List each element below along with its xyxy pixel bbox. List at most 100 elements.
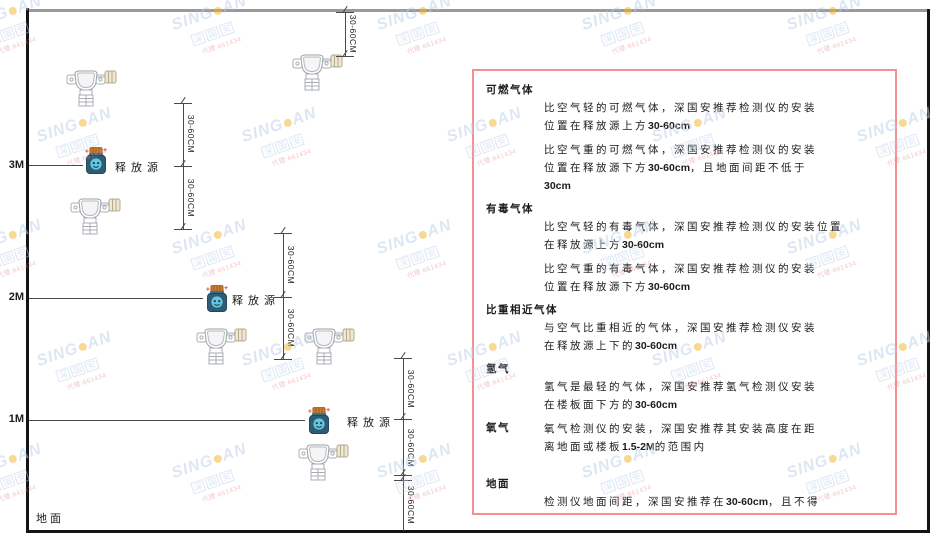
dimension-tick	[174, 103, 192, 104]
watermark-cjk: 深国安	[54, 347, 121, 385]
watermark-contact: 代理:661434	[201, 483, 243, 504]
watermark-contact: 代理:661434	[201, 259, 243, 280]
dimension-tick	[394, 480, 412, 481]
watermark-contact: 代理:661434	[816, 35, 858, 56]
watermark-brand: SING AN	[169, 216, 249, 259]
watermark-cjk: 深国安	[394, 235, 461, 273]
dimension-label: 30-60CM	[406, 428, 416, 468]
leader-line-3m	[29, 165, 83, 166]
section-paragraph: 氢气是最轻的气体，深国安推荐氢气检测仪安装 在楼板面下方的30-60cm	[544, 381, 817, 411]
release-source-icon-1m	[306, 407, 332, 435]
dimension-tick	[394, 358, 412, 359]
section-body: 比空气轻的可燃气体，深国安推荐检测仪的安装 位置在释放源上方30-60cm 比空气重…	[486, 99, 883, 195]
gas-detector-icon	[70, 196, 122, 238]
dimension-tick	[336, 56, 354, 57]
watermark-contact: 代理:661434	[406, 259, 448, 280]
section-body: 比空气轻的有毒气体，深国安推荐检测仪的安装位置 在释放源上方30-60cm 比空气重…	[486, 218, 883, 296]
watermark-dot-icon	[77, 341, 88, 352]
height-label-2m: 2M	[8, 291, 24, 303]
dimension-tick	[274, 297, 292, 298]
release-source-label: 释放源	[232, 295, 280, 307]
watermark-brand: SING AN	[34, 328, 114, 371]
watermark-dot-icon	[77, 117, 88, 128]
watermark-dot-icon	[282, 117, 293, 128]
dimension-line	[403, 358, 404, 531]
dimension-label: 30-60CM	[186, 178, 196, 218]
dimension-tick	[174, 229, 192, 230]
dimension-label: 30-60CM	[406, 485, 416, 525]
watermark-contact: 代理:661434	[611, 35, 653, 56]
section-heading: 氢气	[486, 363, 510, 375]
release-source-label: 释放源	[347, 417, 395, 429]
watermark-contact: 代理:661434	[66, 371, 108, 392]
watermark-cjk: 深国安	[189, 235, 256, 273]
gas-detector-icon	[66, 68, 118, 110]
section-heading: 地面	[486, 478, 510, 490]
ceiling-line	[27, 9, 930, 12]
height-label-1m: 1M	[8, 413, 24, 425]
watermark-brand: SING AN	[0, 216, 44, 259]
watermark-dot-icon	[212, 229, 223, 240]
ground-line	[26, 530, 930, 533]
panel-section: 可燃气体 比空气轻的可燃气体，深国安推荐检测仪的安装 位置在释放源上方30-60cm…	[486, 82, 883, 195]
section-paragraph: 与空气比重相近的气体，深国安推荐检测仪安装 在释放源上下的30-60cm	[544, 322, 817, 352]
section-paragraph: 比空气重的有毒气体，深国安推荐检测仪的安装 位置在释放源下方30-60cm	[544, 263, 817, 293]
panel-section: 地面检测仪地面间距，深国安推荐在30-60cm，且不得小于30cm，因为过低容易…	[486, 476, 883, 513]
section-heading: 比重相近气体	[486, 304, 558, 316]
leader-line-1m	[29, 420, 305, 421]
watermark-dot-icon	[7, 229, 18, 240]
info-panel-content: 可燃气体 比空气轻的可燃气体，深国安推荐检测仪的安装 位置在释放源上方30-60cm…	[486, 82, 883, 513]
dimension-line	[345, 12, 346, 57]
watermark-dot-icon	[417, 229, 428, 240]
panel-section: 有毒气体 比空气轻的有毒气体，深国安推荐检测仪的安装位置 在释放源上方30-60cm…	[486, 201, 883, 296]
section-body: 与空气比重相近的气体，深国安推荐检测仪安装 在释放源上下的30-60cm	[486, 319, 883, 355]
left-wall-line	[26, 8, 29, 533]
gas-detector-icon	[196, 326, 248, 368]
panel-section: 氧气 氧气检测仪的安装，深国安推荐其安装高度在距 离地面或楼板1.5-2M的范围内	[486, 420, 883, 462]
section-paragraph: 检测仪地面间距，深国安推荐在30-60cm，且不得小于30cm，因为过低容易水溅…	[544, 496, 821, 508]
dimension-label: 30-60CM	[186, 114, 196, 154]
watermark-cjk: 深国安	[189, 11, 256, 49]
section-paragraph: 比空气轻的有毒气体，深国安推荐检测仪的安装位置 在释放源上方30-60cm	[544, 221, 843, 251]
release-source-label: 释放源	[115, 162, 163, 174]
leader-line-2m	[29, 298, 203, 299]
ground-label: 地面	[36, 513, 64, 525]
info-panel: 可燃气体 比空气轻的可燃气体，深国安推荐检测仪的安装 位置在释放源上方30-60cm…	[472, 69, 897, 515]
panel-section: 氢气氢气是最轻的气体，深国安推荐氢气检测仪安装 在楼板面下方的30-60cm	[486, 361, 883, 414]
height-label-3m: 3M	[8, 159, 24, 171]
dimension-tick	[394, 419, 412, 420]
dimension-tick	[274, 359, 292, 360]
section-heading: 可燃气体	[486, 84, 534, 96]
gas-detector-icon	[292, 52, 344, 94]
section-body: 检测仪地面间距，深国安推荐在30-60cm，且不得小于30cm，因为过低容易水溅…	[486, 493, 883, 513]
watermark-brand: SING AN	[784, 0, 864, 35]
watermark-cjk: 深国安	[394, 11, 461, 49]
watermark-brand: SING AN	[374, 216, 454, 259]
watermark-brand: SING AN	[0, 440, 44, 483]
section-paragraph: 比空气轻的可燃气体，深国安推荐检测仪的安装 位置在释放源上方30-60cm	[544, 102, 817, 132]
dimension-label: 30-60CM	[348, 14, 358, 54]
release-source-icon-2m	[204, 285, 230, 313]
dimension-tick	[174, 166, 192, 167]
watermark-contact: 代理:661434	[201, 35, 243, 56]
dimension-label: 30-60CM	[286, 308, 296, 348]
watermark-cjk: 深国安	[259, 123, 326, 161]
watermark-dot-icon	[897, 117, 908, 128]
section-body: 氢气是最轻的气体，深国安推荐氢气检测仪安装 在楼板面下方的30-60cm	[486, 378, 883, 414]
section-heading: 有毒气体	[486, 203, 534, 215]
watermark-cjk: 深国安	[599, 11, 666, 49]
watermark-brand: SING AN	[0, 0, 44, 35]
watermark-dot-icon	[417, 453, 428, 464]
watermark-dot-icon	[7, 5, 18, 16]
watermark-contact: 代理:661434	[271, 147, 313, 168]
watermark-dot-icon	[212, 453, 223, 464]
section-body: 氧气检测仪的安装，深国安推荐其安装高度在距 离地面或楼板1.5-2M的范围内	[544, 420, 817, 462]
section-paragraph: 比空气重的可燃气体，深国安推荐检测仪的安装 位置在释放源下方30-60cm，且地面…	[544, 144, 817, 192]
watermark-cjk: 深国安	[804, 11, 871, 49]
